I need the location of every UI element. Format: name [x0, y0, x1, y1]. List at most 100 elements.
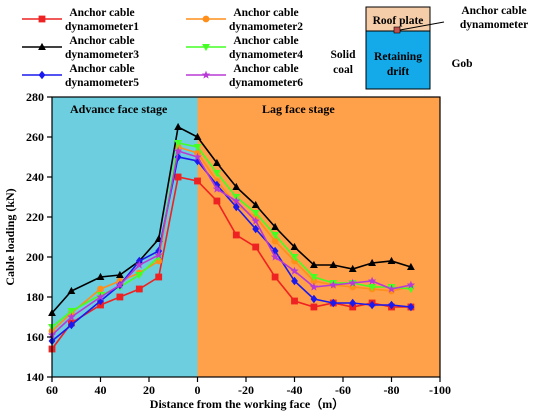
- legend: Anchor cable dynamometer1 Anchor cable dyna…: [22, 7, 303, 89]
- data-point: [407, 302, 415, 312]
- data-point: [174, 139, 183, 148]
- data-point: [232, 202, 240, 212]
- data-point: [406, 262, 415, 271]
- anchor-cable-label-2: dynamometer: [460, 19, 528, 31]
- data-point: [271, 231, 280, 240]
- legend-marker: [38, 42, 46, 51]
- y-tick-label: 260: [26, 130, 44, 144]
- anchor-cable-label-1: Anchor cable: [461, 5, 526, 17]
- retaining-drift-label-1: Retaining: [374, 51, 422, 63]
- y-tick-label: 140: [26, 370, 44, 384]
- data-point: [348, 278, 357, 287]
- data-point: [271, 273, 279, 281]
- retaining-drift-label-2: drift: [387, 66, 410, 78]
- data-point: [155, 273, 163, 281]
- y-tick-label: 160: [26, 330, 44, 344]
- legend-item-6: Anchor cable dynamometer6: [186, 63, 303, 89]
- data-point: [251, 209, 260, 218]
- data-point: [97, 285, 104, 293]
- data-point: [232, 182, 241, 191]
- legend-label-line1: Anchor cable: [233, 63, 298, 75]
- data-point: [174, 173, 182, 181]
- solid-coal-label-2: coal: [333, 64, 353, 76]
- data-point: [115, 280, 125, 289]
- data-point: [309, 282, 319, 291]
- data-point: [367, 276, 377, 285]
- data-point: [270, 252, 280, 261]
- legend-marker: [38, 15, 46, 23]
- axes: 60 40 20 0 -20 -40 -60 -80 -10014016018020022024…: [26, 90, 451, 397]
- data-point: [290, 253, 299, 262]
- x-tick-label: 40: [95, 383, 107, 397]
- stage-label-lag: Lag face stage: [262, 102, 335, 116]
- data-point: [252, 243, 260, 251]
- data-point: [368, 300, 376, 310]
- legend-label-line1: Anchor cable: [69, 63, 134, 75]
- y-tick-label: 200: [26, 250, 44, 264]
- legend-label-line2: dynamometer6: [229, 77, 303, 89]
- data-point: [213, 197, 221, 205]
- retaining-drift: [365, 30, 431, 90]
- data-point: [193, 152, 202, 161]
- data-point: [212, 184, 222, 193]
- series-3: [48, 122, 415, 317]
- x-tick-label: -60: [335, 383, 351, 397]
- legend-label-line2: dynamometer3: [65, 49, 139, 61]
- data-point: [271, 237, 279, 245]
- y-tick-label: 280: [26, 90, 44, 104]
- x-tick-label: -20: [238, 383, 254, 397]
- data-point: [212, 169, 221, 178]
- data-point: [212, 158, 221, 167]
- x-axis-label: Distance from the working face（m）: [150, 396, 344, 411]
- data-point: [174, 122, 183, 131]
- data-point: [115, 270, 124, 279]
- legend-label-line2: dynamometer4: [229, 49, 303, 61]
- data-point: [388, 300, 395, 310]
- data-point: [193, 132, 202, 141]
- data-point: [96, 292, 105, 301]
- solid-coal-label-1: Solid: [331, 49, 357, 61]
- data-point: [154, 250, 163, 259]
- data-point: [348, 264, 357, 273]
- data-point: [368, 283, 377, 292]
- stage-label-advance: Advance face stage: [70, 102, 168, 116]
- y-axis-label: Cable loading (kN): [3, 188, 17, 285]
- data-point: [271, 222, 280, 231]
- data-point: [193, 143, 202, 152]
- data-point: [291, 297, 298, 305]
- data-point: [310, 294, 318, 304]
- data-point: [291, 276, 298, 286]
- legend-label-line2: dynamometer2: [229, 21, 303, 33]
- data-point: [251, 216, 260, 225]
- data-point: [387, 284, 396, 293]
- data-point: [309, 260, 318, 269]
- data-point: [194, 177, 201, 185]
- data-point: [232, 231, 240, 239]
- data-point: [387, 256, 396, 265]
- stage-backgrounds: [52, 97, 440, 377]
- data-point: [310, 303, 318, 311]
- y-tick-label: 220: [26, 210, 44, 224]
- anchor-callout-line: [399, 21, 445, 31]
- data-point: [135, 271, 144, 280]
- x-tick-label: 60: [46, 383, 58, 397]
- data-point: [252, 224, 260, 234]
- legend-label-line2: dynamometer1: [65, 21, 139, 33]
- series-lines: [47, 122, 416, 353]
- stage-region-0: [52, 97, 198, 377]
- data-point: [290, 242, 299, 251]
- legend-item-1: Anchor cable dynamometer1: [22, 7, 139, 33]
- anchor-cable-dynamometer-marker: [393, 26, 401, 34]
- data-point: [67, 286, 76, 295]
- series-6: [47, 146, 416, 339]
- legend-label-line1: Anchor cable: [69, 7, 134, 19]
- data-point: [232, 196, 241, 205]
- x-tick-label: -100: [429, 383, 451, 397]
- data-point: [406, 280, 416, 289]
- data-point: [174, 152, 182, 162]
- legend-item-3: Anchor cable dynamometer3: [22, 35, 139, 61]
- data-point: [329, 280, 338, 289]
- legend-label-line2: dynamometer5: [65, 77, 139, 89]
- roof-plate-label: Roof plate: [373, 15, 424, 27]
